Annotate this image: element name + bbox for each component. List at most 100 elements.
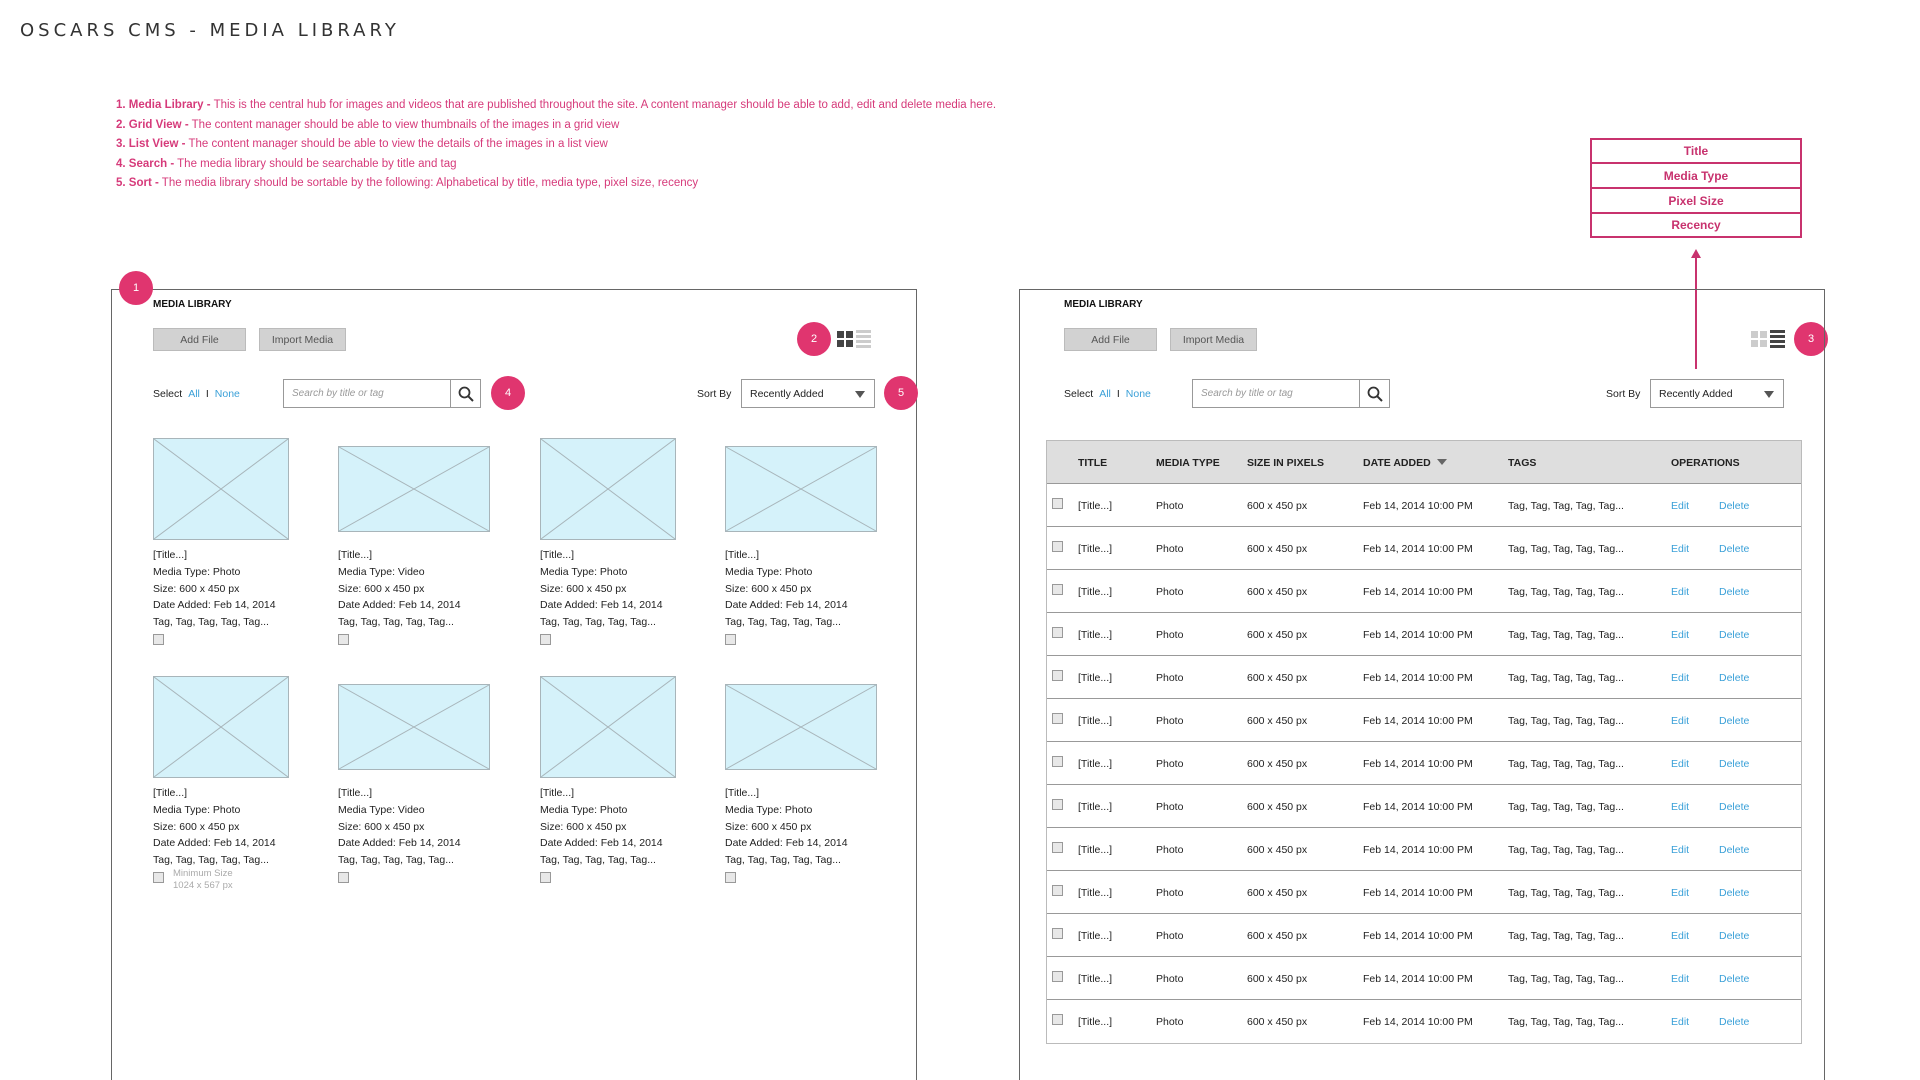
- table-row[interactable]: [Title...] Photo 600 x 450 px Feb 14, 2014 …: [1047, 957, 1801, 1000]
- row-checkbox[interactable]: [1052, 971, 1063, 985]
- select-all-link[interactable]: All: [188, 388, 200, 400]
- edit-link[interactable]: Edit: [1671, 801, 1690, 813]
- row-checkbox[interactable]: [1052, 928, 1063, 942]
- checkbox[interactable]: [1052, 584, 1063, 595]
- edit-link[interactable]: Edit: [1671, 1016, 1690, 1028]
- edit-link[interactable]: Edit: [1671, 715, 1690, 727]
- select-checkbox[interactable]: [725, 633, 736, 645]
- column-header-title[interactable]: TITLE: [1078, 457, 1108, 469]
- media-card[interactable]: [153, 676, 303, 778]
- table-row[interactable]: [Title...] Photo 600 x 450 px Feb 14, 2014 …: [1047, 1000, 1801, 1043]
- row-checkbox[interactable]: [1052, 1014, 1063, 1028]
- delete-link[interactable]: Delete: [1719, 887, 1750, 899]
- sort-option-title[interactable]: Title: [1590, 138, 1802, 163]
- edit-link[interactable]: Edit: [1671, 629, 1690, 641]
- grid-view-icon[interactable]: [1751, 331, 1767, 347]
- table-row[interactable]: [Title...] Photo 600 x 450 px Feb 14, 2014 …: [1047, 871, 1801, 914]
- media-card[interactable]: [540, 438, 690, 540]
- select-checkbox[interactable]: [338, 871, 349, 883]
- table-row[interactable]: [Title...] Photo 600 x 450 px Feb 14, 2014 …: [1047, 613, 1801, 656]
- search-button[interactable]: [1359, 380, 1389, 407]
- row-checkbox[interactable]: [1052, 541, 1063, 555]
- checkbox[interactable]: [1052, 885, 1063, 896]
- sort-dropdown[interactable]: Recently Added: [1650, 379, 1784, 408]
- checkbox[interactable]: [1052, 670, 1063, 681]
- row-checkbox[interactable]: [1052, 498, 1063, 512]
- select-checkbox[interactable]: [338, 633, 349, 645]
- search-button[interactable]: [450, 380, 480, 407]
- import-media-button[interactable]: Import Media: [259, 328, 346, 351]
- row-checkbox[interactable]: [1052, 713, 1063, 727]
- row-checkbox[interactable]: [1052, 756, 1063, 770]
- sort-dropdown[interactable]: Recently Added: [741, 379, 875, 408]
- add-file-button[interactable]: Add File: [1064, 328, 1157, 351]
- edit-link[interactable]: Edit: [1671, 586, 1690, 598]
- column-header-date-added[interactable]: DATE ADDED: [1363, 457, 1447, 469]
- table-row[interactable]: [Title...] Photo 600 x 450 px Feb 14, 2014 …: [1047, 570, 1801, 613]
- delete-link[interactable]: Delete: [1719, 672, 1750, 684]
- edit-link[interactable]: Edit: [1671, 930, 1690, 942]
- select-all-link[interactable]: All: [1099, 388, 1111, 400]
- delete-link[interactable]: Delete: [1719, 586, 1750, 598]
- select-checkbox[interactable]: [725, 871, 736, 883]
- delete-link[interactable]: Delete: [1719, 715, 1750, 727]
- checkbox[interactable]: [1052, 928, 1063, 939]
- import-media-button[interactable]: Import Media: [1170, 328, 1257, 351]
- edit-link[interactable]: Edit: [1671, 500, 1690, 512]
- select-checkbox[interactable]: [153, 871, 164, 883]
- select-none-link[interactable]: None: [1125, 388, 1151, 400]
- delete-link[interactable]: Delete: [1719, 629, 1750, 641]
- table-row[interactable]: [Title...] Photo 600 x 450 px Feb 14, 2014 …: [1047, 699, 1801, 742]
- checkbox[interactable]: [1052, 713, 1063, 724]
- search-input[interactable]: [284, 380, 450, 407]
- sort-option-recency[interactable]: Recency: [1590, 213, 1802, 238]
- table-row[interactable]: [Title...] Photo 600 x 450 px Feb 14, 2014 …: [1047, 785, 1801, 828]
- checkbox[interactable]: [1052, 627, 1063, 638]
- select-checkbox[interactable]: [540, 633, 551, 645]
- media-card[interactable]: [338, 446, 490, 532]
- delete-link[interactable]: Delete: [1719, 930, 1750, 942]
- table-row[interactable]: [Title...] Photo 600 x 450 px Feb 14, 2014 …: [1047, 656, 1801, 699]
- edit-link[interactable]: Edit: [1671, 758, 1690, 770]
- select-none-link[interactable]: None: [214, 388, 240, 400]
- media-card[interactable]: [725, 684, 877, 770]
- add-file-button[interactable]: Add File: [153, 328, 246, 351]
- checkbox[interactable]: [1052, 842, 1063, 853]
- grid-view-icon[interactable]: [837, 331, 853, 347]
- select-checkbox[interactable]: [540, 871, 551, 883]
- sort-option-media-type[interactable]: Media Type: [1590, 163, 1802, 188]
- delete-link[interactable]: Delete: [1719, 844, 1750, 856]
- row-checkbox[interactable]: [1052, 799, 1063, 813]
- edit-link[interactable]: Edit: [1671, 973, 1690, 985]
- select-checkbox[interactable]: [153, 633, 164, 645]
- delete-link[interactable]: Delete: [1719, 500, 1750, 512]
- edit-link[interactable]: Edit: [1671, 844, 1690, 856]
- row-checkbox[interactable]: [1052, 584, 1063, 598]
- delete-link[interactable]: Delete: [1719, 1016, 1750, 1028]
- table-row[interactable]: [Title...] Photo 600 x 450 px Feb 14, 2014 …: [1047, 914, 1801, 957]
- table-row[interactable]: [Title...] Photo 600 x 450 px Feb 14, 2014 …: [1047, 742, 1801, 785]
- delete-link[interactable]: Delete: [1719, 973, 1750, 985]
- column-header-size[interactable]: SIZE IN PIXELS: [1247, 457, 1325, 469]
- edit-link[interactable]: Edit: [1671, 672, 1690, 684]
- delete-link[interactable]: Delete: [1719, 801, 1750, 813]
- row-checkbox[interactable]: [1052, 670, 1063, 684]
- list-view-icon[interactable]: [856, 330, 871, 348]
- media-card[interactable]: [540, 676, 690, 778]
- media-card[interactable]: [153, 438, 303, 540]
- sort-option-pixel-size[interactable]: Pixel Size: [1590, 188, 1802, 213]
- checkbox[interactable]: [1052, 756, 1063, 767]
- media-card[interactable]: [338, 684, 490, 770]
- checkbox[interactable]: [1052, 541, 1063, 552]
- edit-link[interactable]: Edit: [1671, 543, 1690, 555]
- search-input[interactable]: [1193, 380, 1359, 407]
- table-row[interactable]: [Title...] Photo 600 x 450 px Feb 14, 2014 …: [1047, 484, 1801, 527]
- list-view-icon[interactable]: [1770, 330, 1785, 348]
- checkbox[interactable]: [1052, 1014, 1063, 1025]
- row-checkbox[interactable]: [1052, 885, 1063, 899]
- checkbox[interactable]: [1052, 498, 1063, 509]
- media-card[interactable]: [725, 446, 877, 532]
- delete-link[interactable]: Delete: [1719, 543, 1750, 555]
- checkbox[interactable]: [1052, 799, 1063, 810]
- table-row[interactable]: [Title...] Photo 600 x 450 px Feb 14, 2014 …: [1047, 828, 1801, 871]
